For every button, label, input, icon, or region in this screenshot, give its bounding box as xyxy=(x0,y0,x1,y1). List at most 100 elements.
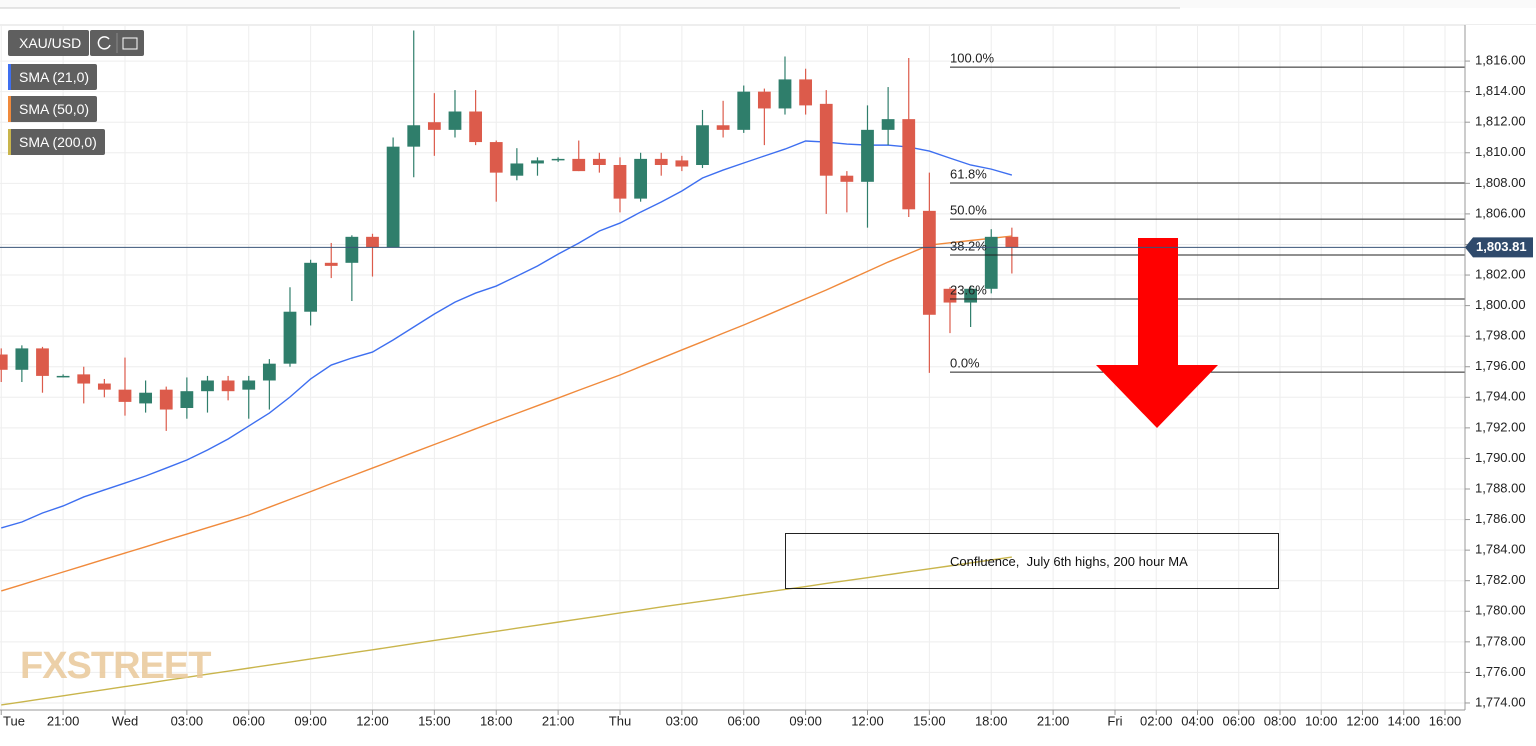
candle-body xyxy=(0,354,8,370)
last-price-box xyxy=(1465,237,1533,258)
candle-body xyxy=(1005,236,1019,248)
candle-body xyxy=(118,389,132,402)
candle-body xyxy=(922,210,936,315)
axes: 1,774.00 1,776.00 1,778.00 1,780.00 1,782.00… xyxy=(0,53,1533,728)
y-tick-label: 1,812.00 xyxy=(1475,114,1526,129)
candle-body xyxy=(902,119,916,210)
y-tick-label: 1,798.00 xyxy=(1475,328,1526,343)
x-tick-label: Thu xyxy=(609,713,631,728)
icons xyxy=(97,33,138,53)
candle-body xyxy=(201,380,214,392)
candle-body xyxy=(15,348,29,370)
y-tick-label: 1,816.00 xyxy=(1475,53,1526,68)
candle-body xyxy=(675,160,689,167)
y-tick-label: 1,774.00 xyxy=(1475,694,1526,709)
y-tick-label: 1,778.00 xyxy=(1475,633,1526,648)
legend-item: SMA (200,0) xyxy=(8,129,105,155)
x-tick-label: 15:00 xyxy=(913,713,946,728)
candle-body xyxy=(221,380,235,392)
y-tick-label: 1,800.00 xyxy=(1475,297,1526,312)
x-tick-label: 02:00 xyxy=(1140,713,1173,728)
x-tick-label: 10:00 xyxy=(1305,713,1338,728)
y-tick-label: 1,790.00 xyxy=(1475,450,1526,465)
y-tick-label: 1,776.00 xyxy=(1475,664,1526,679)
fib-label: 38.2% xyxy=(950,238,987,253)
x-tick-label: Wed xyxy=(112,713,139,728)
x-tick-label: 03:00 xyxy=(666,713,699,728)
legend-label: SMA (200,0) xyxy=(19,134,97,150)
fib-label: 0.0% xyxy=(950,356,980,371)
candle-body xyxy=(551,158,565,161)
fibonacci: 100.0% 61.8% 50.0% 38.2% 23.6% 0.0% xyxy=(949,51,1465,373)
fib-label: 100.0% xyxy=(950,51,995,66)
candle-body xyxy=(97,383,111,390)
y-tick-label: 1,784.00 xyxy=(1475,542,1526,557)
indicators xyxy=(1,140,1013,706)
candle-body xyxy=(696,125,709,165)
x-tick-label: 04:00 xyxy=(1181,713,1214,728)
candle-body xyxy=(469,111,483,143)
candle-body xyxy=(778,79,792,109)
sma-line xyxy=(1,235,1012,592)
grid xyxy=(0,25,1465,710)
candle-body xyxy=(36,348,49,376)
candle-body xyxy=(592,158,606,165)
x-tick-label: 06:00 xyxy=(232,713,265,728)
candle-body xyxy=(242,380,256,390)
candle-body xyxy=(56,375,70,378)
sma-line xyxy=(1,140,1013,529)
x-tick-label: Tue xyxy=(3,713,25,728)
candle-body xyxy=(77,374,91,384)
candle-body xyxy=(861,129,874,182)
y-tick-label: 1,806.00 xyxy=(1475,205,1526,220)
candle-body xyxy=(139,392,153,404)
x-tick-label: 06:00 xyxy=(1222,713,1255,728)
candle-body xyxy=(510,163,524,176)
toolbar xyxy=(0,0,1536,8)
y-tick-label: 1,788.00 xyxy=(1475,480,1526,495)
annotation: Confluence, July 6th highs, 200 hour MA xyxy=(950,554,1188,569)
chart-icon xyxy=(122,37,138,50)
fib-label: 61.8% xyxy=(950,166,987,181)
fib-label: 50.0% xyxy=(950,203,987,218)
x-tick-label: Fri xyxy=(1107,713,1122,728)
x-tick-label: 14:00 xyxy=(1387,713,1420,728)
x-tick-label: 08:00 xyxy=(1264,713,1297,728)
x-tick-label: 09:00 xyxy=(294,713,327,728)
candle-body xyxy=(448,111,462,130)
x-tick-label: 18:00 xyxy=(480,713,513,728)
down-arrow xyxy=(1096,238,1218,428)
candle-body xyxy=(159,389,173,410)
legend-item: SMA (21,0) xyxy=(8,64,98,90)
y-tick-label: 1,802.00 xyxy=(1475,266,1526,281)
y-tick-label: 1,786.00 xyxy=(1475,511,1526,526)
x-tick-label: 21:00 xyxy=(47,713,80,728)
y-tick-label: 1,808.00 xyxy=(1475,175,1526,190)
candle-body xyxy=(613,164,627,199)
candle-body xyxy=(572,158,586,172)
y-tick-label: 1,792.00 xyxy=(1475,419,1526,434)
candle-body xyxy=(180,391,194,409)
x-tick-label: 15:00 xyxy=(418,713,451,728)
candle-body xyxy=(840,175,854,182)
candle-body xyxy=(799,79,813,106)
fib-label: 23.6% xyxy=(950,282,987,297)
y-tick-label: 1,796.00 xyxy=(1475,358,1526,373)
y-tick-label: 1,782.00 xyxy=(1475,572,1526,587)
x-tick-label: 12:00 xyxy=(851,713,884,728)
candle-body xyxy=(716,125,730,130)
x-tick-label: 12:00 xyxy=(356,713,389,728)
candle-body xyxy=(634,158,648,199)
candle-body xyxy=(366,236,379,248)
candle-body xyxy=(984,236,998,289)
candle-body xyxy=(345,236,359,263)
last-price-label: 1,803.81 xyxy=(1476,239,1527,254)
refresh-icon xyxy=(97,36,111,50)
x-tick-label: 21:00 xyxy=(542,713,575,728)
legend-icons[interactable] xyxy=(90,30,144,56)
legend-label: SMA (21,0) xyxy=(19,69,90,85)
x-tick-label: 21:00 xyxy=(1037,713,1070,728)
x-tick-label: 06:00 xyxy=(727,713,760,728)
y-tick-label: 1,814.00 xyxy=(1475,83,1526,98)
